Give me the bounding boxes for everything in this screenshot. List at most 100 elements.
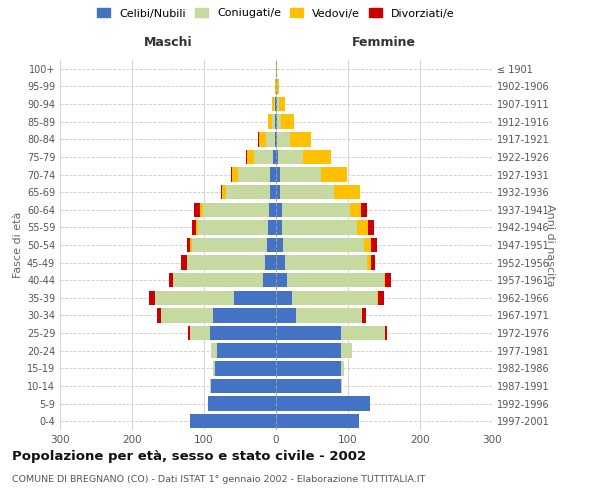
Bar bbox=[341, 378, 342, 393]
Bar bbox=[292, 290, 377, 305]
Bar bbox=[211, 344, 217, 358]
Bar bbox=[384, 273, 385, 287]
Bar bbox=[276, 62, 277, 76]
Bar bbox=[276, 114, 277, 129]
Bar bbox=[161, 308, 212, 322]
Bar bbox=[282, 202, 350, 217]
Bar bbox=[266, 132, 275, 146]
Bar bbox=[282, 220, 358, 234]
Bar bbox=[275, 97, 276, 112]
Bar bbox=[276, 290, 292, 305]
Bar bbox=[247, 150, 254, 164]
Bar bbox=[377, 290, 378, 305]
Bar bbox=[269, 202, 276, 217]
Bar bbox=[188, 326, 190, 340]
Bar bbox=[290, 132, 311, 146]
Bar bbox=[378, 290, 384, 305]
Bar bbox=[270, 185, 276, 200]
Bar bbox=[276, 150, 278, 164]
Bar bbox=[341, 361, 344, 376]
Bar bbox=[275, 132, 276, 146]
Y-axis label: Anni di nascita: Anni di nascita bbox=[545, 204, 555, 286]
Bar bbox=[276, 132, 277, 146]
Bar bbox=[350, 202, 361, 217]
Bar bbox=[334, 185, 359, 200]
Bar bbox=[208, 396, 276, 411]
Bar bbox=[268, 114, 272, 129]
Bar bbox=[276, 326, 341, 340]
Bar bbox=[280, 168, 322, 181]
Bar bbox=[187, 238, 190, 252]
Bar bbox=[173, 273, 263, 287]
Bar bbox=[359, 185, 360, 200]
Bar bbox=[187, 256, 265, 270]
Bar bbox=[322, 168, 347, 181]
Bar bbox=[284, 256, 367, 270]
Bar bbox=[385, 326, 387, 340]
Bar bbox=[341, 344, 352, 358]
Bar bbox=[277, 114, 281, 129]
Bar bbox=[276, 238, 283, 252]
Bar bbox=[226, 185, 270, 200]
Bar bbox=[211, 378, 276, 393]
Bar bbox=[281, 114, 294, 129]
Bar bbox=[222, 185, 226, 200]
Text: Femmine: Femmine bbox=[352, 36, 416, 50]
Bar bbox=[157, 308, 161, 322]
Bar bbox=[276, 361, 341, 376]
Bar bbox=[276, 256, 284, 270]
Bar bbox=[210, 326, 276, 340]
Bar bbox=[192, 238, 268, 252]
Bar bbox=[275, 79, 276, 94]
Bar bbox=[278, 150, 304, 164]
Text: Popolazione per età, sesso e stato civile - 2002: Popolazione per età, sesso e stato civil… bbox=[12, 450, 366, 463]
Bar bbox=[276, 97, 277, 112]
Bar bbox=[234, 290, 276, 305]
Legend: Celibi/Nubili, Coniugati/e, Vedovi/e, Divorziati/e: Celibi/Nubili, Coniugati/e, Vedovi/e, Di… bbox=[97, 8, 455, 18]
Bar bbox=[385, 273, 391, 287]
Bar bbox=[276, 344, 341, 358]
Bar bbox=[272, 114, 275, 129]
Bar bbox=[371, 256, 374, 270]
Bar bbox=[214, 361, 215, 376]
Bar bbox=[276, 220, 282, 234]
Bar bbox=[277, 132, 290, 146]
Bar bbox=[265, 256, 276, 270]
Bar bbox=[272, 97, 274, 112]
Bar bbox=[341, 326, 385, 340]
Bar bbox=[296, 308, 362, 322]
Bar bbox=[155, 290, 234, 305]
Bar bbox=[275, 114, 276, 129]
Bar bbox=[270, 168, 276, 181]
Bar bbox=[274, 97, 275, 112]
Bar bbox=[263, 273, 276, 287]
Bar bbox=[197, 220, 268, 234]
Bar bbox=[276, 79, 277, 94]
Bar bbox=[169, 273, 173, 287]
Bar bbox=[258, 132, 259, 146]
Bar bbox=[276, 414, 359, 428]
Y-axis label: Fasce di età: Fasce di età bbox=[13, 212, 23, 278]
Bar bbox=[259, 132, 266, 146]
Bar bbox=[190, 326, 210, 340]
Bar bbox=[190, 238, 192, 252]
Bar bbox=[368, 220, 374, 234]
Bar bbox=[283, 238, 364, 252]
Text: COMUNE DI BREGNANO (CO) - Dati ISTAT 1° gennaio 2002 - Elaborazione TUTTITALIA.I: COMUNE DI BREGNANO (CO) - Dati ISTAT 1° … bbox=[12, 475, 425, 484]
Bar bbox=[287, 273, 384, 287]
Bar bbox=[277, 79, 279, 94]
Bar bbox=[232, 168, 238, 181]
Bar bbox=[194, 202, 200, 217]
Bar bbox=[203, 202, 269, 217]
Bar bbox=[273, 150, 276, 164]
Bar bbox=[181, 256, 187, 270]
Bar bbox=[279, 97, 284, 112]
Bar bbox=[268, 238, 276, 252]
Bar bbox=[367, 256, 371, 270]
Bar bbox=[358, 220, 368, 234]
Bar bbox=[361, 202, 367, 217]
Bar bbox=[276, 185, 280, 200]
Bar bbox=[364, 238, 371, 252]
Bar bbox=[217, 344, 276, 358]
Bar bbox=[221, 185, 222, 200]
